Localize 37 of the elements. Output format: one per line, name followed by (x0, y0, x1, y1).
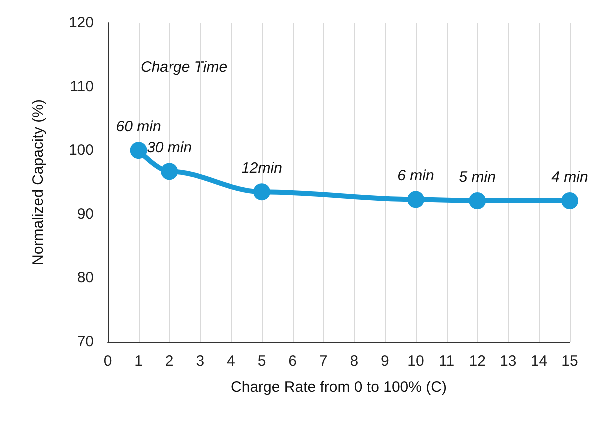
annotation: 5 min (459, 169, 496, 186)
x-tick-label: 6 (288, 353, 297, 370)
x-tick-label: 10 (408, 353, 424, 370)
x-tick-label: 5 (258, 353, 266, 370)
y-tick-label: 120 (68, 14, 94, 32)
y-tick-label: 100 (68, 142, 94, 160)
point (562, 192, 578, 210)
y-tick-label: 90 (77, 206, 94, 223)
x-tick-label: 8 (350, 353, 359, 370)
x-tick-label: 9 (381, 353, 390, 370)
x-tick-label: 0 (104, 353, 112, 370)
y-tick-label: 110 (70, 78, 94, 96)
x-tick-label: 13 (500, 353, 517, 370)
point (469, 192, 486, 210)
annotation: 60 min (116, 118, 162, 136)
annotation: 6 min (398, 168, 434, 185)
x-tick-label: 11 (439, 353, 455, 370)
point (408, 191, 424, 208)
y-tick-label: 70 (77, 334, 94, 350)
point (254, 184, 270, 201)
annotation: Charge Time (141, 59, 228, 76)
y-axis-title: Normalized Capacity (%) (30, 100, 47, 266)
x-tick-label: 3 (196, 353, 205, 370)
point (130, 142, 148, 160)
annotation: 30 min (147, 140, 192, 157)
annotation: 4 min (552, 169, 588, 186)
x-tick-label: 1 (134, 353, 143, 370)
annotation: 12min (242, 160, 282, 178)
point (161, 163, 178, 180)
x-tick-label: 14 (530, 353, 548, 370)
x-tick-label: 12 (469, 353, 486, 370)
x-axis-title: Charge Rate from 0 to 100% (C) (231, 379, 447, 396)
x-tick-label: 4 (227, 353, 236, 370)
y-tick-label: 80 (77, 270, 94, 287)
x-tick-label: 7 (319, 353, 328, 370)
x-tick-label: 2 (165, 353, 174, 370)
x-tick-label: 15 (562, 353, 578, 370)
